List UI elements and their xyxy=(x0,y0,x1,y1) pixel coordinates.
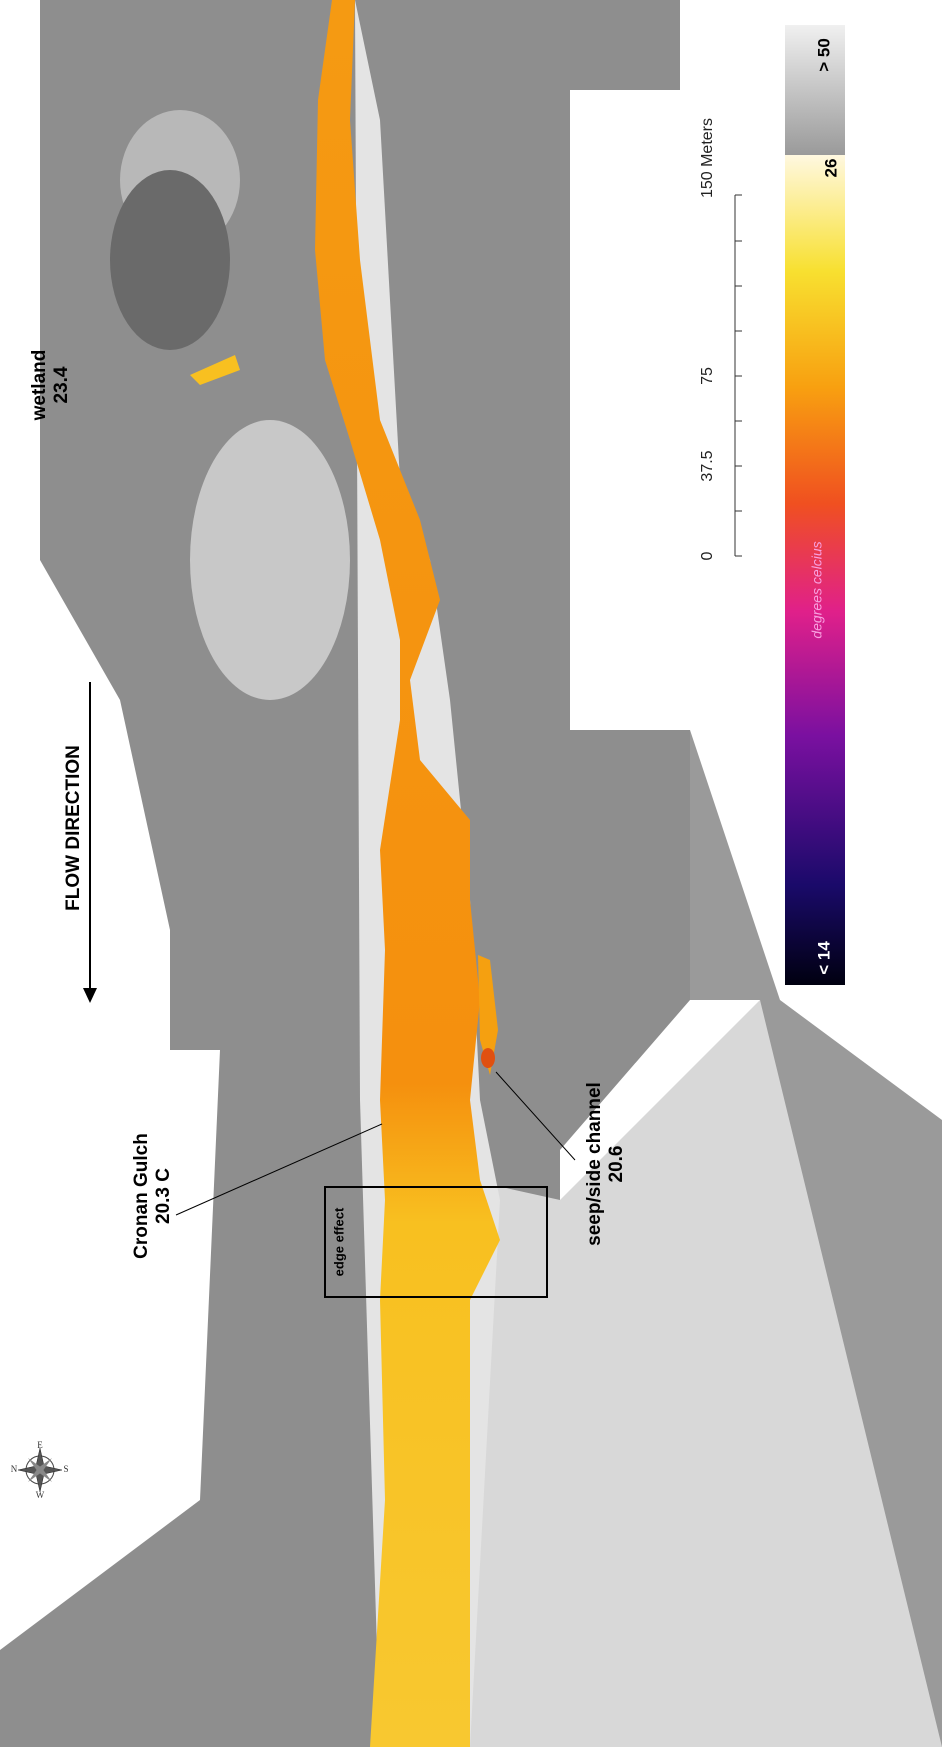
cronan-label: Cronan Gulch xyxy=(131,1133,152,1259)
compass-w: W xyxy=(36,1490,45,1500)
legend-min: < 14 xyxy=(814,941,833,975)
scale-bar xyxy=(735,195,742,556)
compass-e: E xyxy=(37,1440,43,1450)
scale-label: 0 xyxy=(699,551,716,560)
cronan-temp: 20.3 C xyxy=(153,1168,174,1224)
thermal-map: edge effect FLOW DIRECTION wetland 23.4 … xyxy=(0,0,942,1747)
bright-patch xyxy=(190,420,350,700)
dark-patch xyxy=(110,170,230,350)
wetland-temp: 23.4 xyxy=(51,366,72,403)
edge-effect-label: edge effect xyxy=(331,1207,346,1276)
legend-unit: degrees celcius xyxy=(809,541,825,638)
wetland-label: wetland xyxy=(29,350,50,422)
compass xyxy=(18,1448,62,1492)
flow-arrowhead xyxy=(83,988,97,1003)
scale-label: 150 Meters xyxy=(699,118,716,198)
seep xyxy=(481,1048,495,1068)
legend-max: > 50 xyxy=(814,38,833,72)
legend-mid: 26 xyxy=(821,159,840,178)
compass-n: N xyxy=(11,1464,18,1474)
flow-label: FLOW DIRECTION xyxy=(63,745,84,911)
compass-s: S xyxy=(63,1464,68,1474)
seep-temp: 20.6 xyxy=(606,1146,627,1183)
scale-label: 37.5 xyxy=(699,450,716,481)
scale-label: 75 xyxy=(699,367,716,385)
seep-label: seep/side channel xyxy=(584,1082,605,1246)
